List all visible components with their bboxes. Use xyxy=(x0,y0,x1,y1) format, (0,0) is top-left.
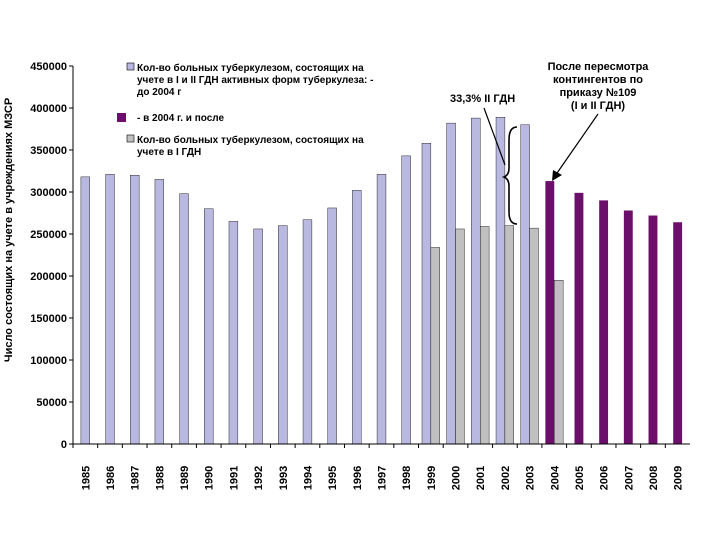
y-tick-label: 200000 xyxy=(30,271,67,283)
bar-1991-series-1 xyxy=(228,221,239,445)
bar-2002-series-1 xyxy=(495,117,506,445)
x-tick-label: 2004 xyxy=(549,465,561,490)
y-axis-title: Число состоящих на учете в учреждениях М… xyxy=(3,98,15,362)
revision-arrow xyxy=(554,113,599,177)
bar-2004-series-3 xyxy=(554,280,564,445)
bar-2000-series-3 xyxy=(455,228,465,445)
bar-1993-series-1 xyxy=(278,225,288,445)
legend-swatch-lavender xyxy=(126,62,135,71)
legend: Кол-во больных туберкулезом, состоящих н… xyxy=(117,62,374,158)
bar-2000-series-1 xyxy=(446,122,456,445)
bar-1996-series-1 xyxy=(352,190,362,445)
y-tick-label: 350000 xyxy=(30,145,67,157)
x-tick-label: 1996 xyxy=(352,466,364,490)
revision-line1: После пересмотра xyxy=(548,61,650,73)
legend-swatch-gray xyxy=(126,134,135,143)
bar-2003-series-1 xyxy=(520,124,530,445)
revision-line3: приказу №109 xyxy=(560,87,637,99)
legend-item1-line2: учете в I и II ГДН активных форм туберку… xyxy=(137,74,374,86)
x-tick-label: 1986 xyxy=(105,466,117,490)
x-tick-label: 2005 xyxy=(574,466,586,490)
legend-item3-line1: Кол-во больных туберкулезом, состоящих н… xyxy=(137,134,364,146)
bar-2006-series-2 xyxy=(599,200,609,444)
bar-2001-series-3 xyxy=(480,226,490,445)
bar-1989-series-1 xyxy=(179,193,189,445)
legend-item3-line2: учете в I ГДН xyxy=(137,147,201,158)
percent-arrow xyxy=(483,107,506,166)
x-tick-label: 2002 xyxy=(500,466,512,490)
bar-2009-series-2 xyxy=(673,222,683,444)
y-tick-label: 150000 xyxy=(30,313,67,325)
legend-swatch-purple xyxy=(117,113,126,122)
bars xyxy=(80,117,683,445)
x-tick-label: 1991 xyxy=(228,466,240,490)
x-tick-label: 1994 xyxy=(302,465,314,490)
y-tick-label: 300000 xyxy=(30,187,67,199)
x-tick-label: 1997 xyxy=(377,466,389,490)
bar-1994-series-1 xyxy=(302,219,313,445)
x-tick-label: 1992 xyxy=(253,466,265,490)
y-tick-label: 50000 xyxy=(36,397,67,409)
y-tick-label: 0 xyxy=(61,439,67,451)
percent-brace xyxy=(501,126,518,225)
legend-item2: - в 2004 г. и после xyxy=(137,113,225,124)
revision-line2: контингентов по xyxy=(553,74,643,86)
x-tick-label: 1988 xyxy=(154,466,166,490)
bar-1997-series-1 xyxy=(376,174,387,445)
x-tick-label: 2008 xyxy=(648,466,660,490)
x-tick-label: 1985 xyxy=(80,466,92,490)
bar-1988-series-1 xyxy=(154,179,165,445)
bar-1986-series-1 xyxy=(105,174,115,445)
x-tick-label: 2007 xyxy=(623,466,635,490)
x-tick-label: 1989 xyxy=(179,466,191,490)
legend-item1-line3: до 2004 г xyxy=(137,87,181,98)
bar-1987-series-1 xyxy=(130,174,140,445)
x-tick-label: 1990 xyxy=(204,466,216,490)
x-tick-label: 2003 xyxy=(525,466,537,490)
y-axis: 0 50000 100000 150000 200000 250000 300000 3500… xyxy=(30,61,73,451)
x-tick-label: 2001 xyxy=(475,466,487,490)
bar-1990-series-1 xyxy=(204,208,214,445)
bar-2001-series-1 xyxy=(471,117,481,445)
y-tick-label: 450000 xyxy=(30,61,67,73)
bar-2003-series-3 xyxy=(529,227,539,445)
x-tick-label: 2009 xyxy=(673,466,685,490)
x-tick-label: 1987 xyxy=(130,466,142,490)
y-tick-label: 100000 xyxy=(30,355,67,367)
bar-2004-series-2 xyxy=(545,181,555,444)
percent-label: 33,3% II ГДН xyxy=(450,93,515,105)
x-axis: 1985 1986 1987 1988 1989 1990 1991 1992 1993 1994… xyxy=(72,444,685,490)
x-tick-label: 2006 xyxy=(599,466,611,490)
bar-1985-series-1 xyxy=(80,176,90,445)
bar-2005-series-2 xyxy=(574,192,584,444)
bar-2008-series-2 xyxy=(648,215,658,444)
bar-1992-series-1 xyxy=(253,228,263,445)
annotation-revision: После пересмотра контингентов по приказу… xyxy=(548,61,650,181)
annotation-percent: 33,3% II ГДН xyxy=(450,93,518,225)
x-tick-label: 1993 xyxy=(278,466,290,490)
bar-1999-series-3 xyxy=(430,247,440,445)
x-tick-label: 1999 xyxy=(426,466,438,490)
y-tick-label: 250000 xyxy=(30,229,67,241)
legend-item1-line1: Кол-во больных туберкулезом, состоящих н… xyxy=(137,62,364,74)
x-tick-label: 1998 xyxy=(401,466,413,490)
bar-1998-series-1 xyxy=(401,155,411,445)
revision-arrowhead xyxy=(552,170,562,181)
bar-1995-series-1 xyxy=(327,207,337,445)
y-tick-label: 400000 xyxy=(30,103,67,115)
bar-1999-series-1 xyxy=(421,143,432,445)
bar-2007-series-2 xyxy=(623,210,633,444)
x-tick-label: 2000 xyxy=(451,466,463,490)
revision-line4: (I и II ГДН) xyxy=(571,100,626,112)
bar-2002-series-3 xyxy=(504,225,514,445)
x-tick-label: 1995 xyxy=(327,466,339,490)
